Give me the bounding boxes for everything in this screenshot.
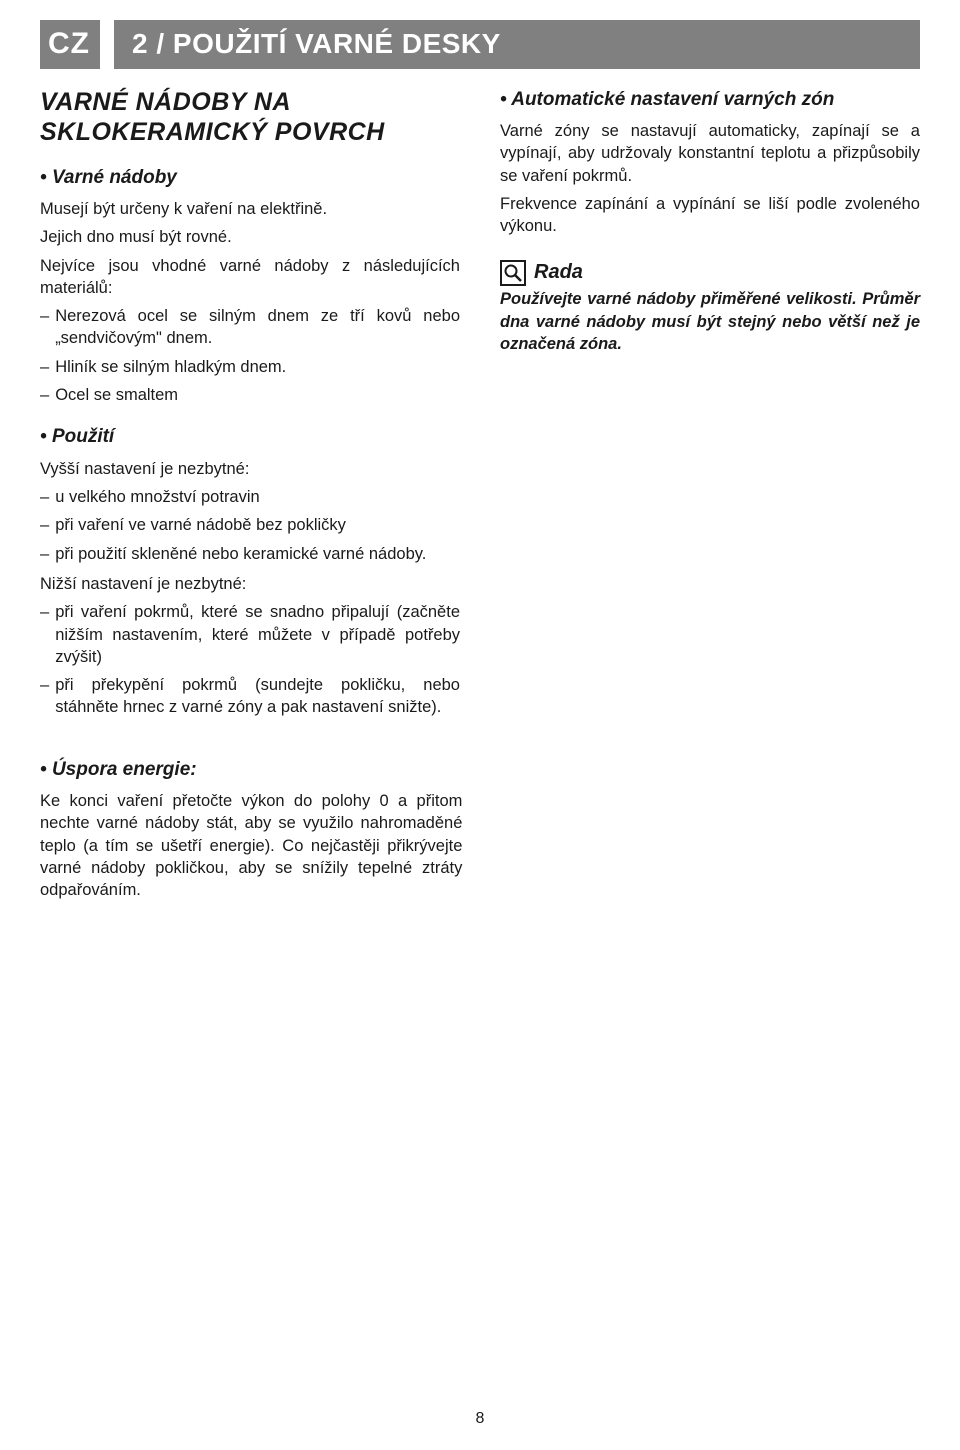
list-item: –při použití skleněné nebo keramické var… xyxy=(40,543,460,565)
header-bar: CZ 2 / POUŽITÍ VARNÉ DESKY xyxy=(40,20,920,69)
body-text: Musejí být určeny k vaření na elektřině. xyxy=(40,198,460,220)
list-item: –Nerezová ocel se silným dnem ze tří kov… xyxy=(40,305,460,350)
body-text: Ke konci vaření přetočte výkon do polohy… xyxy=(40,790,462,901)
section-heading: VARNÉ NÁDOBY NA SKLOKERAMICKÝ POVRCH xyxy=(40,87,460,147)
chapter-title: 2 / POUŽITÍ VARNÉ DESKY xyxy=(114,20,920,69)
tip-body: Používejte varné nádoby přiměřené veliko… xyxy=(500,288,920,355)
list-item: –při vaření ve varné nádobě bez pokličky xyxy=(40,514,460,536)
list-item: –Hliník se silným hladkým dnem. xyxy=(40,356,460,378)
page-number: 8 xyxy=(476,1408,485,1430)
body-text: Frekvence zapínání a vypínání se liší po… xyxy=(500,193,920,238)
page: CZ 2 / POUŽITÍ VARNÉ DESKY VARNÉ NÁDOBY … xyxy=(0,0,960,1450)
left-column: VARNÉ NÁDOBY NA SKLOKERAMICKÝ POVRCH Var… xyxy=(40,83,460,727)
magnifier-icon xyxy=(500,260,526,286)
list-item: –při překypění pokrmů (sundejte pokličku… xyxy=(40,674,460,719)
right-column: Automatické nastavení varných zón Varné … xyxy=(500,83,920,727)
low-setting-list: –při vaření pokrmů, které se snadno přip… xyxy=(40,601,460,718)
body-text: Varné zóny se nastavují automaticky, zap… xyxy=(500,120,920,187)
language-badge: CZ xyxy=(40,20,100,69)
high-setting-list: –u velkého množství potravin –při vaření… xyxy=(40,486,460,565)
body-text: Jejich dno musí být rovné. xyxy=(40,226,460,248)
content-columns: VARNÉ NÁDOBY NA SKLOKERAMICKÝ POVRCH Var… xyxy=(40,83,920,727)
subheading-auto-zones: Automatické nastavení varných zón xyxy=(500,87,920,113)
material-list: –Nerezová ocel se silným dnem ze tří kov… xyxy=(40,305,460,406)
tip-title: Rada xyxy=(534,259,583,286)
energy-section: Úspora energie: Ke konci vaření přetočte… xyxy=(40,757,462,902)
list-item: –Ocel se smaltem xyxy=(40,384,460,406)
body-text: Nižší nastavení je nezbytné: xyxy=(40,573,460,595)
subheading-energy: Úspora energie: xyxy=(40,757,462,783)
subheading-usage: Použití xyxy=(40,424,460,450)
body-text: Vyšší nastavení je nezbytné: xyxy=(40,458,460,480)
list-item: –při vaření pokrmů, které se snadno přip… xyxy=(40,601,460,668)
list-item: –u velkého množství potravin xyxy=(40,486,460,508)
tip-box: Rada Používejte varné nádoby přiměřené v… xyxy=(500,259,920,355)
body-text: Nejvíce jsou vhodné varné nádoby z násle… xyxy=(40,255,460,300)
tip-header: Rada xyxy=(500,259,920,286)
subheading-cookware: Varné nádoby xyxy=(40,165,460,191)
